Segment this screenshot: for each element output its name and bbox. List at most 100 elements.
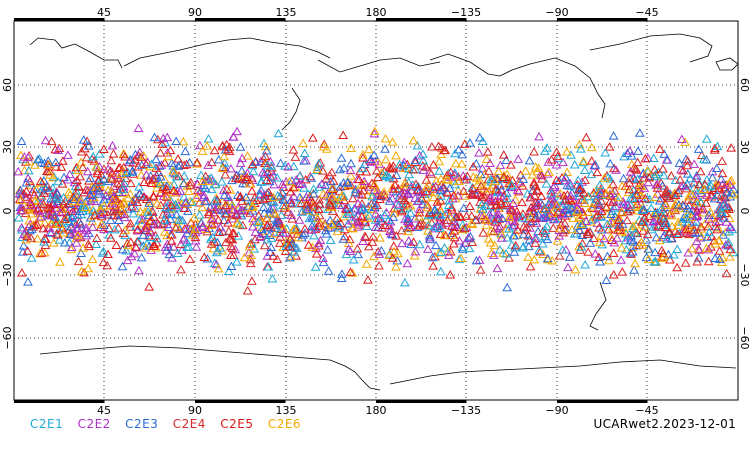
- occultation-point: [353, 198, 363, 208]
- occultation-point: [498, 200, 509, 210]
- occultation-point: [64, 169, 75, 179]
- occultation-point: [103, 249, 113, 259]
- occultation-point: [581, 216, 591, 226]
- left-tick-label: −30: [1, 263, 14, 286]
- occultation-point: [101, 190, 111, 200]
- occultation-point: [139, 223, 150, 232]
- occultation-point: [242, 285, 253, 295]
- occultation-point: [481, 154, 492, 163]
- occultation-point: [23, 152, 33, 162]
- occultation-point: [483, 234, 494, 243]
- occultation-point: [226, 234, 236, 243]
- occultation-point: [450, 148, 460, 158]
- occultation-point: [689, 177, 700, 187]
- occultation-point: [517, 181, 528, 190]
- occultation-point: [46, 218, 57, 228]
- occultation-point: [589, 233, 599, 243]
- occultation-point: [335, 182, 346, 191]
- occultation-point: [75, 171, 86, 181]
- occultation-point: [450, 220, 461, 229]
- occultation-point: [466, 218, 477, 227]
- occultation-point: [136, 190, 147, 200]
- occultation-point: [725, 252, 735, 261]
- occultation-point: [267, 273, 278, 283]
- occultation-point: [457, 149, 468, 159]
- occultation-point: [299, 156, 309, 165]
- occultation-point: [600, 147, 611, 157]
- occultation-point: [523, 252, 533, 261]
- occultation-point: [524, 235, 535, 244]
- occultation-point: [136, 170, 147, 179]
- occultation-point: [121, 168, 132, 177]
- occultation-point: [486, 225, 497, 235]
- occultation-point: [384, 162, 395, 171]
- occultation-point: [83, 263, 94, 273]
- occultation-point: [370, 222, 381, 232]
- occultation-point: [183, 186, 194, 195]
- occultation-point: [583, 247, 594, 256]
- occultation-point: [537, 239, 548, 248]
- occultation-point: [85, 195, 96, 205]
- occultation-point: [318, 257, 329, 267]
- occultation-point: [78, 203, 88, 212]
- occultation-point: [596, 189, 607, 198]
- occultation-point: [422, 244, 433, 253]
- occultation-point: [123, 167, 133, 176]
- occultation-point: [526, 202, 537, 212]
- occultation-point: [126, 178, 136, 188]
- occultation-point: [93, 189, 104, 198]
- occultation-point: [587, 202, 597, 211]
- occultation-point: [629, 265, 639, 274]
- scale-bar-segment: [557, 18, 648, 21]
- occultation-point: [409, 250, 420, 260]
- coast-eurasia-north: [123, 37, 331, 67]
- occultation-point: [575, 184, 586, 194]
- occultation-point: [504, 223, 514, 233]
- occultation-point: [197, 221, 208, 230]
- occultation-point: [540, 228, 550, 237]
- occultation-point: [559, 175, 570, 185]
- occultation-point: [387, 137, 398, 146]
- occultation-point: [358, 149, 368, 159]
- occultation-point: [168, 168, 179, 177]
- occultation-point: [347, 223, 357, 232]
- occultation-point: [314, 195, 324, 204]
- occultation-point: [549, 197, 559, 206]
- occultation-point: [58, 156, 68, 165]
- occultation-point: [459, 139, 470, 148]
- occultation-point: [447, 193, 458, 203]
- occultation-point: [155, 178, 165, 188]
- coast-iceland: [715, 57, 739, 71]
- occultation-point: [418, 165, 429, 174]
- occultation-point: [81, 152, 92, 162]
- occultation-point: [514, 177, 525, 186]
- occultation-point: [566, 191, 576, 200]
- occultation-point: [207, 213, 218, 223]
- occultation-point: [453, 185, 464, 195]
- occultation-point: [362, 190, 373, 199]
- occultation-point: [530, 233, 540, 243]
- occultation-point: [632, 174, 643, 183]
- occultation-point: [509, 247, 520, 256]
- occultation-points: [13, 123, 739, 295]
- occultation-point: [133, 236, 144, 246]
- occultation-point: [604, 184, 615, 193]
- coast-scandinavia: [29, 37, 123, 69]
- occultation-point: [644, 244, 654, 253]
- occultation-point: [625, 235, 636, 244]
- occultation-point: [117, 205, 128, 215]
- occultation-point: [258, 229, 269, 238]
- occultation-point: [179, 171, 190, 180]
- occultation-point: [95, 206, 106, 215]
- occultation-point: [613, 212, 624, 222]
- occultation-point: [379, 210, 390, 219]
- occultation-point: [26, 200, 36, 210]
- occultation-point: [26, 208, 36, 218]
- occultation-point: [512, 225, 523, 234]
- occultation-point: [186, 224, 197, 233]
- occultation-point: [628, 173, 639, 182]
- occultation-point: [185, 180, 196, 190]
- occultation-point: [197, 222, 208, 232]
- occultation-point: [397, 238, 407, 248]
- occultation-point: [403, 177, 414, 187]
